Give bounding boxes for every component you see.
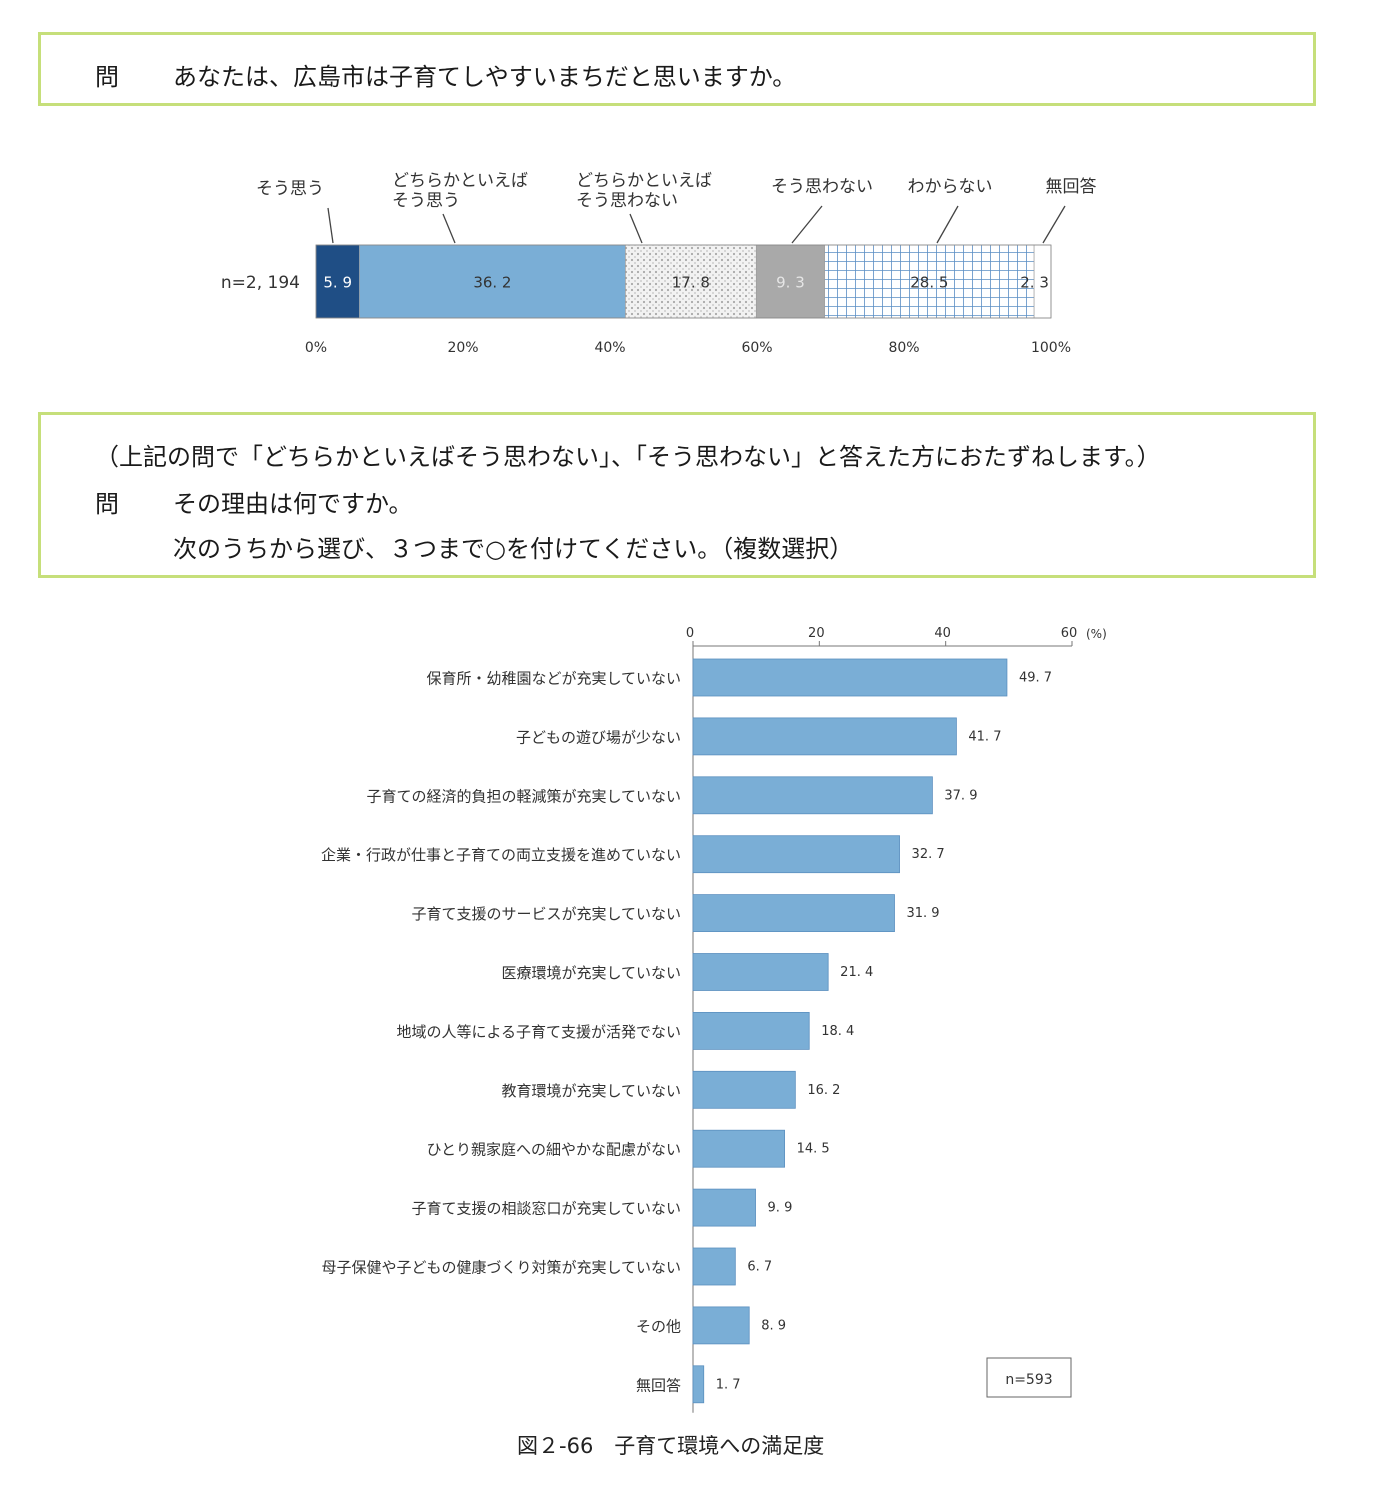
figure-caption: 図２-66 子育て環境への満足度: [517, 1434, 825, 1458]
hbar-category-label: 教育環境が充実していない: [501, 1082, 681, 1100]
stacked-legend-label: そう思う: [256, 179, 324, 199]
hbar-category-label: 保育所・幼稚園などが充実していない: [426, 670, 681, 688]
hbar-value-label: 6. 7: [747, 1260, 772, 1275]
hbar-bar: [692, 894, 895, 933]
hbar-value-label: 9. 9: [768, 1201, 793, 1216]
hbar-bar: [692, 1070, 796, 1109]
hbar-value-label: 21. 4: [840, 965, 873, 980]
hbar-tick-label: 40: [934, 626, 951, 641]
stacked-leader-line: [1042, 205, 1066, 244]
stacked-leader-line: [442, 213, 456, 244]
reasons-bar-chart: 0 20 40 60 (%) 保育所・幼稚園などが充実していない子どもの遊び場が少ない子…: [321, 626, 1107, 1413]
hbar-category-label: 無回答: [636, 1376, 681, 1394]
hbar-bar: [692, 1365, 705, 1404]
stacked-segment: [359, 244, 626, 319]
n-label: n=593: [1005, 1372, 1052, 1388]
hbar-value-label: 1. 7: [716, 1377, 741, 1392]
hbar-tick-label: 20: [808, 626, 825, 641]
hbar-value-label: 37. 9: [944, 788, 977, 803]
n-label-box: [986, 1357, 1072, 1398]
stacked-bar-chart: 5. 9 そう思う 36. 2 どちらかといえばそう思う 17. 8 どちらかといえばそう…: [221, 171, 1097, 356]
question2-line2: 次のうちから選び、３つまで○を付けてください。（複数選択）: [173, 535, 854, 563]
stacked-leader-line: [791, 205, 823, 244]
stacked-legend-label: わからない: [908, 177, 993, 197]
stacked-legend-label: そう思わない: [771, 177, 873, 197]
hbar-bar: [692, 776, 933, 815]
stacked-value-label: 28. 5: [910, 274, 948, 292]
stacked-legend-label: どちらかといえばそう思わない: [576, 171, 712, 211]
stacked-tick-label: 40%: [594, 340, 625, 356]
hbar-bar: [692, 1129, 785, 1168]
hbar-value-label: 14. 5: [797, 1142, 830, 1157]
hbar-value-label: 49. 7: [1019, 671, 1052, 686]
question1-mark: 問: [95, 63, 119, 91]
hbar-value-label: 18. 4: [821, 1024, 854, 1039]
stacked-value-label: 17. 8: [672, 274, 710, 292]
stacked-segment: [755, 244, 825, 319]
hbar-bar: [692, 1247, 736, 1286]
stacked-row-label: n=2, 194: [221, 273, 300, 293]
hbar-bar: [692, 953, 829, 991]
hbar-bar: [692, 1188, 756, 1227]
question1-text: あなたは、広島市は子育てしやすいまちだと思いますか。: [173, 63, 797, 91]
stacked-leader-line: [629, 213, 643, 244]
hbar-category-label: 子育ての経済的負担の軽減策が充実していない: [366, 787, 681, 805]
stacked-tick-label: 20%: [447, 340, 478, 356]
stacked-tick-label: 0%: [305, 340, 327, 356]
stacked-tick-label: 60%: [741, 340, 772, 356]
hbar-value-label: 16. 2: [807, 1083, 840, 1098]
hbar-value-label: 32. 7: [912, 847, 945, 862]
stacked-segment: [824, 244, 1035, 319]
hbar-tick-label: 60: [1061, 626, 1078, 641]
hbar-tick-label: 0: [686, 626, 694, 641]
hbar-category-label: その他: [636, 1317, 681, 1335]
hbar-unit-label: (%): [1086, 627, 1107, 641]
hbar-value-label: 31. 9: [907, 906, 940, 921]
stacked-frame: [315, 244, 1052, 319]
hbar-value-label: 8. 9: [761, 1318, 786, 1333]
question2-note: （上記の問で「どちらかといえばそう思わない」、「そう思わない」と答えた方におたず…: [95, 443, 1161, 471]
hbar-category-label: ひとり親家庭への細やかな配慮がない: [426, 1141, 681, 1159]
question2-line1: その理由は何ですか。: [173, 490, 413, 518]
stacked-tick-label: 80%: [888, 340, 919, 356]
hbar-category-label: 子どもの遊び場が少ない: [516, 728, 681, 746]
hbar-category-label: 企業・行政が仕事と子育ての両立支援を進めていない: [321, 846, 681, 864]
hbar-category-label: 子育て支援の相談窓口が充実していない: [411, 1200, 681, 1218]
hbar-bar: [692, 658, 1008, 697]
hbar-bar: [692, 1011, 810, 1050]
stacked-value-label: 36. 2: [473, 274, 511, 292]
stacked-leader-line: [327, 207, 334, 244]
hbar-category-label: 子育て支援のサービスが充実していない: [411, 905, 681, 923]
hbar-bar: [692, 835, 900, 874]
hbar-category-label: 地域の人等による子育て支援が活発でない: [396, 1023, 681, 1041]
stacked-legend-label: 無回答: [1046, 177, 1097, 197]
stacked-leader-line: [936, 205, 959, 244]
hbar-bar: [692, 1306, 750, 1345]
stacked-value-label: 9. 3: [776, 274, 805, 292]
hbar-category-label: 医療環境が充実していない: [501, 964, 681, 982]
hbar-category-label: 母子保健や子どもの健康づくり対策が充実していない: [321, 1259, 681, 1277]
question2-box: （上記の問で「どちらかといえばそう思わない」、「そう思わない」と答えた方におたず…: [38, 412, 1316, 578]
stacked-value-label: 5. 9: [323, 274, 352, 292]
stacked-legend-label: どちらかといえばそう思う: [392, 171, 528, 211]
hbar-bar: [692, 717, 957, 756]
stacked-tick-label: 100%: [1031, 340, 1071, 356]
stacked-value-label: 2. 3: [1020, 274, 1049, 292]
question2-mark: 問: [95, 490, 119, 518]
hbar-value-label: 41. 7: [968, 729, 1001, 744]
question1-box: 問 あなたは、広島市は子育てしやすいまちだと思いますか。: [38, 32, 1316, 106]
